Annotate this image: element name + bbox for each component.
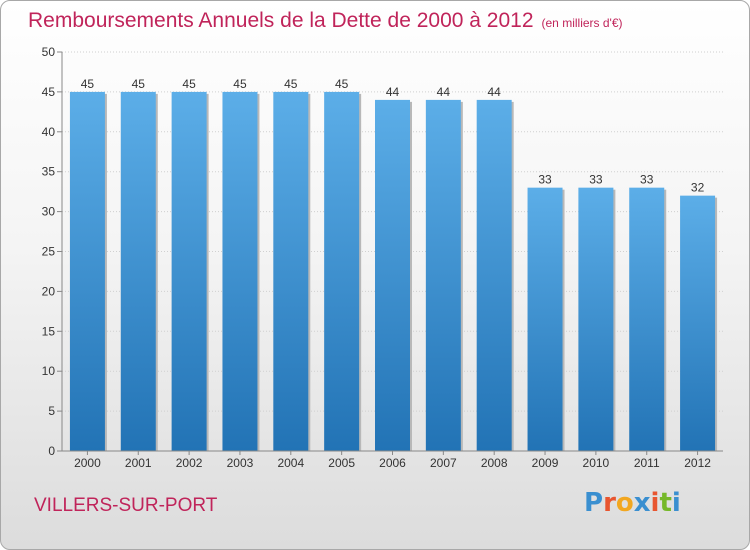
x-tick-label: 2011 xyxy=(634,456,660,470)
y-tick-label: 40 xyxy=(42,125,56,139)
bar-2011[interactable] xyxy=(629,187,665,451)
value-label: 32 xyxy=(691,181,705,195)
bar-2000[interactable] xyxy=(69,91,105,452)
bar-2008[interactable] xyxy=(476,99,512,451)
y-tick-label: 50 xyxy=(42,45,56,59)
bar-2002[interactable] xyxy=(171,91,207,452)
y-tick-label: 10 xyxy=(42,364,56,378)
x-tick-label: 2007 xyxy=(430,456,457,470)
axes: 0 5 10 15 20 25 30 35 40 45 50 2000 2001 2002 2003 2004… xyxy=(42,45,723,470)
logo-letter: x xyxy=(633,488,651,518)
y-tick-label: 20 xyxy=(42,284,56,298)
bars: 45 45 45 45 45 45 44 44 44 33 33 33 32 xyxy=(69,77,718,452)
value-label: 45 xyxy=(132,77,146,91)
x-tick-label: 2001 xyxy=(125,456,152,470)
logo-letter: P xyxy=(584,488,604,518)
bar-2005[interactable] xyxy=(324,91,360,452)
bar-2007[interactable] xyxy=(425,99,461,451)
bar-2012[interactable] xyxy=(680,195,716,451)
value-label: 45 xyxy=(335,77,349,91)
x-tick-label: 2012 xyxy=(684,456,711,470)
value-label: 44 xyxy=(386,85,400,99)
value-label: 33 xyxy=(640,173,654,187)
chart-title: Remboursements Annuels de la Dette de 20… xyxy=(28,9,623,33)
x-tick-label: 2010 xyxy=(583,456,610,470)
x-tick-label: 2004 xyxy=(277,456,304,470)
value-label: 44 xyxy=(488,85,502,99)
x-tick-label: 2008 xyxy=(481,456,508,470)
bar-2004[interactable] xyxy=(273,91,309,452)
bar-2003[interactable] xyxy=(222,91,258,452)
y-tick-label: 5 xyxy=(48,404,55,418)
bar-2010[interactable] xyxy=(578,187,614,451)
y-tick-label: 0 xyxy=(48,444,55,458)
y-tick-label: 25 xyxy=(42,245,56,259)
y-tick-label: 35 xyxy=(42,165,56,179)
unit-note: (en milliers d'€) xyxy=(541,16,623,30)
value-label: 44 xyxy=(437,85,451,99)
chart-title-text: Remboursements Annuels de la Dette de 20… xyxy=(28,9,534,32)
x-tick-label: 2002 xyxy=(176,456,203,470)
value-label: 33 xyxy=(538,173,552,187)
bar-2006[interactable] xyxy=(375,99,410,451)
x-tick-label: 2003 xyxy=(227,456,254,470)
x-tick-label: 2006 xyxy=(379,456,406,470)
y-tick-label: 15 xyxy=(42,324,56,338)
x-tick-label: 2005 xyxy=(328,456,355,470)
logo-letter: i xyxy=(650,488,660,518)
x-tick-label: 2000 xyxy=(74,456,101,470)
value-label: 45 xyxy=(81,77,95,91)
logo-letter: o xyxy=(615,488,634,518)
value-label: 45 xyxy=(182,77,196,91)
y-tick-label: 30 xyxy=(42,205,56,219)
x-tick-label: 2009 xyxy=(532,456,559,470)
value-label: 45 xyxy=(233,77,247,91)
logo-letter: r xyxy=(603,488,616,518)
proxiti-logo[interactable]: Proxiti xyxy=(584,488,681,518)
bar-2001[interactable] xyxy=(120,91,156,452)
value-label: 33 xyxy=(589,173,603,187)
value-label: 45 xyxy=(284,77,298,91)
city-name: VILLERS-SUR-PORT xyxy=(34,495,218,516)
logo-letter: i xyxy=(671,488,681,518)
bar-2009[interactable] xyxy=(527,187,563,451)
y-tick-label: 45 xyxy=(42,85,56,99)
logo-letter: t xyxy=(659,488,672,518)
